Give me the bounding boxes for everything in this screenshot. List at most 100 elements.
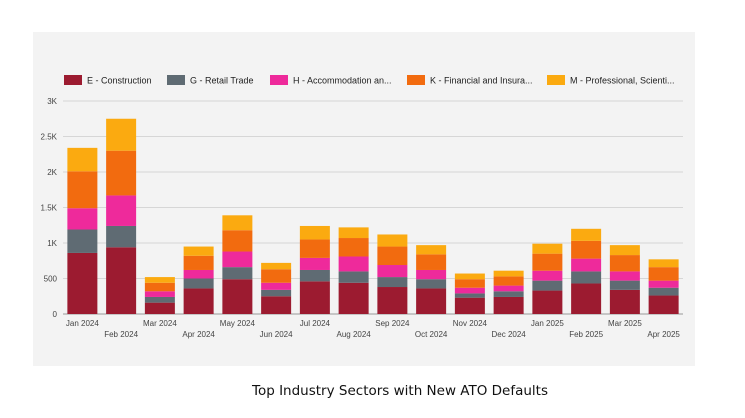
legend-swatch	[407, 75, 425, 85]
bar-segment	[106, 225, 137, 248]
bar-segment	[571, 283, 602, 314]
bar-segment	[222, 251, 253, 268]
stacked-bar-chart: E - Construction G - Retail Trade H - Acco…	[41, 75, 683, 339]
legend-label: M - Professional, Scienti...	[570, 76, 675, 86]
bar-segment	[416, 279, 447, 289]
bar-segment	[377, 246, 408, 266]
bar-segment	[144, 302, 175, 314]
bar-segment	[299, 257, 330, 270]
bar-segment	[493, 296, 524, 314]
bar-segment	[648, 267, 679, 281]
bar-segment	[493, 276, 524, 286]
bar-segment	[299, 225, 330, 240]
x-tick-label: Oct 2024	[415, 330, 448, 339]
bar-segment	[144, 282, 175, 292]
legend-label: G - Retail Trade	[190, 76, 254, 86]
bar-segment	[532, 280, 563, 291]
bar-segment	[609, 255, 640, 272]
bar-segment	[261, 269, 292, 283]
bar-segment	[648, 259, 679, 268]
bar-segment	[222, 267, 253, 280]
x-tick-label: Nov 2024	[453, 319, 488, 328]
bar-segment	[454, 293, 485, 298]
x-tick-label: Feb 2024	[104, 330, 138, 339]
bar-segment	[183, 278, 214, 289]
legend-swatch	[547, 75, 565, 85]
bar-stacks	[67, 118, 679, 314]
bar-segment	[183, 269, 214, 279]
y-tick-label: 1.5K	[41, 204, 58, 213]
bar-segment	[377, 277, 408, 288]
legend-label: K - Financial and Insura...	[430, 76, 533, 86]
bar-segment	[106, 150, 137, 196]
bar-segment	[67, 147, 98, 172]
legend-label: H - Accommodation an...	[293, 76, 392, 86]
bar-segment	[416, 269, 447, 280]
x-tick-label: Dec 2024	[492, 330, 527, 339]
bar-segment	[532, 290, 563, 314]
bar-segment	[261, 296, 292, 314]
bar-segment	[144, 296, 175, 303]
y-tick-label: 1K	[47, 239, 57, 248]
bar-segment	[338, 238, 369, 257]
bar-segment	[338, 271, 369, 283]
bar-segment	[416, 288, 447, 314]
bar-segment	[261, 289, 292, 297]
legend-label: E - Construction	[87, 76, 152, 86]
y-tick-label: 3K	[47, 97, 57, 106]
bar-segment	[454, 297, 485, 314]
bar-segment	[493, 291, 524, 297]
bar-segment	[144, 291, 175, 297]
bar-segment	[222, 230, 253, 252]
x-tick-label: Feb 2025	[569, 330, 603, 339]
chart-panel: E - Construction G - Retail Trade H - Acco…	[33, 32, 695, 366]
bar-segment	[377, 234, 408, 247]
bar-segment	[648, 295, 679, 314]
bar-segment	[299, 281, 330, 314]
bar-segment	[106, 118, 137, 151]
x-tick-label: Sep 2024	[375, 319, 410, 328]
bar-segment	[377, 287, 408, 314]
bar-segment	[532, 243, 563, 254]
bar-segment	[571, 271, 602, 284]
bar-segment	[648, 287, 679, 296]
x-tick-label: Jan 2025	[531, 319, 564, 328]
legend-swatch	[64, 75, 82, 85]
bar-segment	[222, 279, 253, 314]
bar-segment	[261, 282, 292, 290]
bar-segment	[299, 239, 330, 258]
bar-segment	[609, 245, 640, 256]
bar-segment	[261, 262, 292, 270]
chart-caption: Top Industry Sectors with New ATO Defaul…	[252, 383, 548, 399]
bar-segment	[338, 282, 369, 314]
x-tick-label: Jul 2024	[300, 319, 331, 328]
bar-segment	[106, 195, 137, 226]
x-tick-label: Jun 2024	[260, 330, 293, 339]
bar-segment	[377, 265, 408, 278]
bar-segment	[648, 280, 679, 288]
bar-segment	[67, 208, 98, 230]
bar-segment	[106, 247, 137, 314]
bar-segment	[222, 215, 253, 231]
bar-segment	[454, 287, 485, 294]
bar-segment	[571, 240, 602, 259]
x-axis: Jan 2024 Feb 2024 Mar 2024 Apr 2024 May 2024…	[66, 319, 680, 339]
bar-segment	[532, 253, 563, 271]
bar-segment	[416, 254, 447, 270]
y-axis: 0 500 1K 1.5K 2K 2.5K 3K	[41, 97, 58, 319]
bar-segment	[609, 280, 640, 290]
bar-segment	[454, 279, 485, 288]
bar-segment	[454, 273, 485, 280]
x-tick-label: Apr 2025	[647, 330, 680, 339]
bar-segment	[609, 271, 640, 281]
bar-segment	[338, 227, 369, 239]
x-tick-label: May 2024	[220, 319, 256, 328]
x-tick-label: Jan 2024	[66, 319, 99, 328]
bar-segment	[493, 270, 524, 277]
x-tick-label: Aug 2024	[336, 330, 371, 339]
y-tick-label: 500	[44, 275, 58, 284]
bar-segment	[299, 269, 330, 282]
y-tick-label: 0	[53, 310, 58, 319]
bar-segment	[532, 270, 563, 281]
bar-segment	[183, 255, 214, 270]
